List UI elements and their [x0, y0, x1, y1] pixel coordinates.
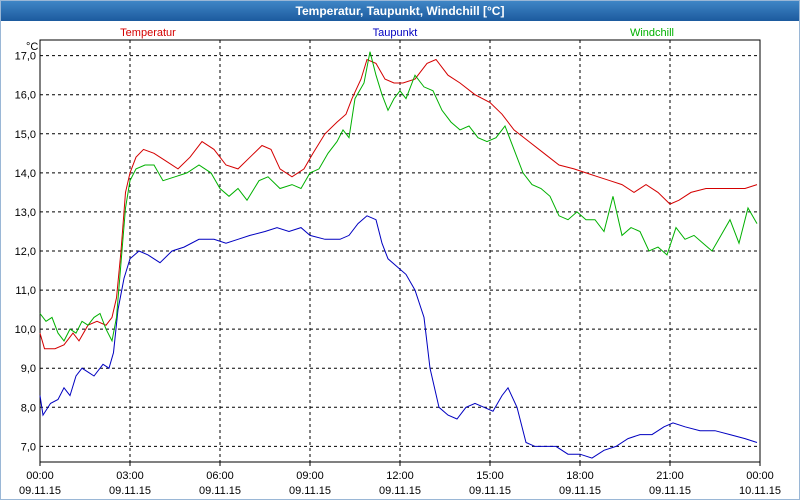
x-tick-date-label: 09.11.15	[199, 485, 241, 497]
x-tick-date-label: 09.11.15	[649, 485, 691, 497]
legend: Temperatur Taupunkt Windchill	[120, 27, 674, 39]
x-tick-time-label: 00:00	[746, 470, 774, 482]
y-tick-label: 17,0	[15, 51, 36, 63]
series-line-taupunkt	[39, 215, 758, 459]
x-tick-time-label: 21:00	[656, 470, 684, 482]
x-tick-time-label: 00:00	[26, 470, 54, 482]
x-tick-time-label: 18:00	[566, 470, 594, 482]
y-tick-label: 8,0	[21, 402, 36, 414]
y-tick-label: 12,0	[15, 246, 36, 258]
y-tick-label: 16,0	[15, 90, 36, 102]
y-tick-label: 11,0	[15, 285, 36, 297]
y-axis-unit-label: °C	[26, 41, 38, 53]
grid-lines	[39, 40, 761, 466]
axis-labels: °C 7,0 8,0 9,0 10,0 11,0 12,0 13,0 14,0 15,0 16,0…	[15, 41, 781, 497]
x-tick-time-label: 09:00	[296, 470, 324, 482]
y-tick-label: 15,0	[15, 129, 36, 141]
legend-entry-taupunkt: Taupunkt	[373, 27, 418, 39]
x-tick-date-label: 09.11.15	[559, 485, 601, 497]
x-tick-date-label: 09.11.15	[469, 485, 511, 497]
x-tick-date-label: 09.11.15	[109, 485, 151, 497]
legend-entry-temperatur: Temperatur	[120, 27, 176, 39]
y-tick-label: 14,0	[15, 168, 36, 180]
y-tick-label: 9,0	[21, 363, 36, 375]
x-tick-time-label: 06:00	[206, 470, 234, 482]
series-line-windchill	[39, 51, 758, 343]
x-tick-time-label: 03:00	[116, 470, 144, 482]
x-tick-date-label: 10.11.15	[739, 485, 781, 497]
series-line-temperatur	[39, 58, 758, 350]
window-title: Temperatur, Taupunkt, Windchill [°C]	[1, 1, 799, 21]
y-tick-label: 7,0	[21, 441, 36, 453]
x-tick-date-label: 09.11.15	[19, 485, 61, 497]
series-lines	[39, 51, 758, 459]
x-tick-time-label: 12:00	[386, 470, 414, 482]
y-tick-label: 13,0	[15, 207, 36, 219]
legend-entry-windchill: Windchill	[630, 27, 674, 39]
x-tick-time-label: 15:00	[476, 470, 504, 482]
x-tick-date-label: 09.11.15	[289, 485, 331, 497]
x-tick-date-label: 09.11.15	[379, 485, 421, 497]
y-tick-label: 10,0	[15, 324, 36, 336]
